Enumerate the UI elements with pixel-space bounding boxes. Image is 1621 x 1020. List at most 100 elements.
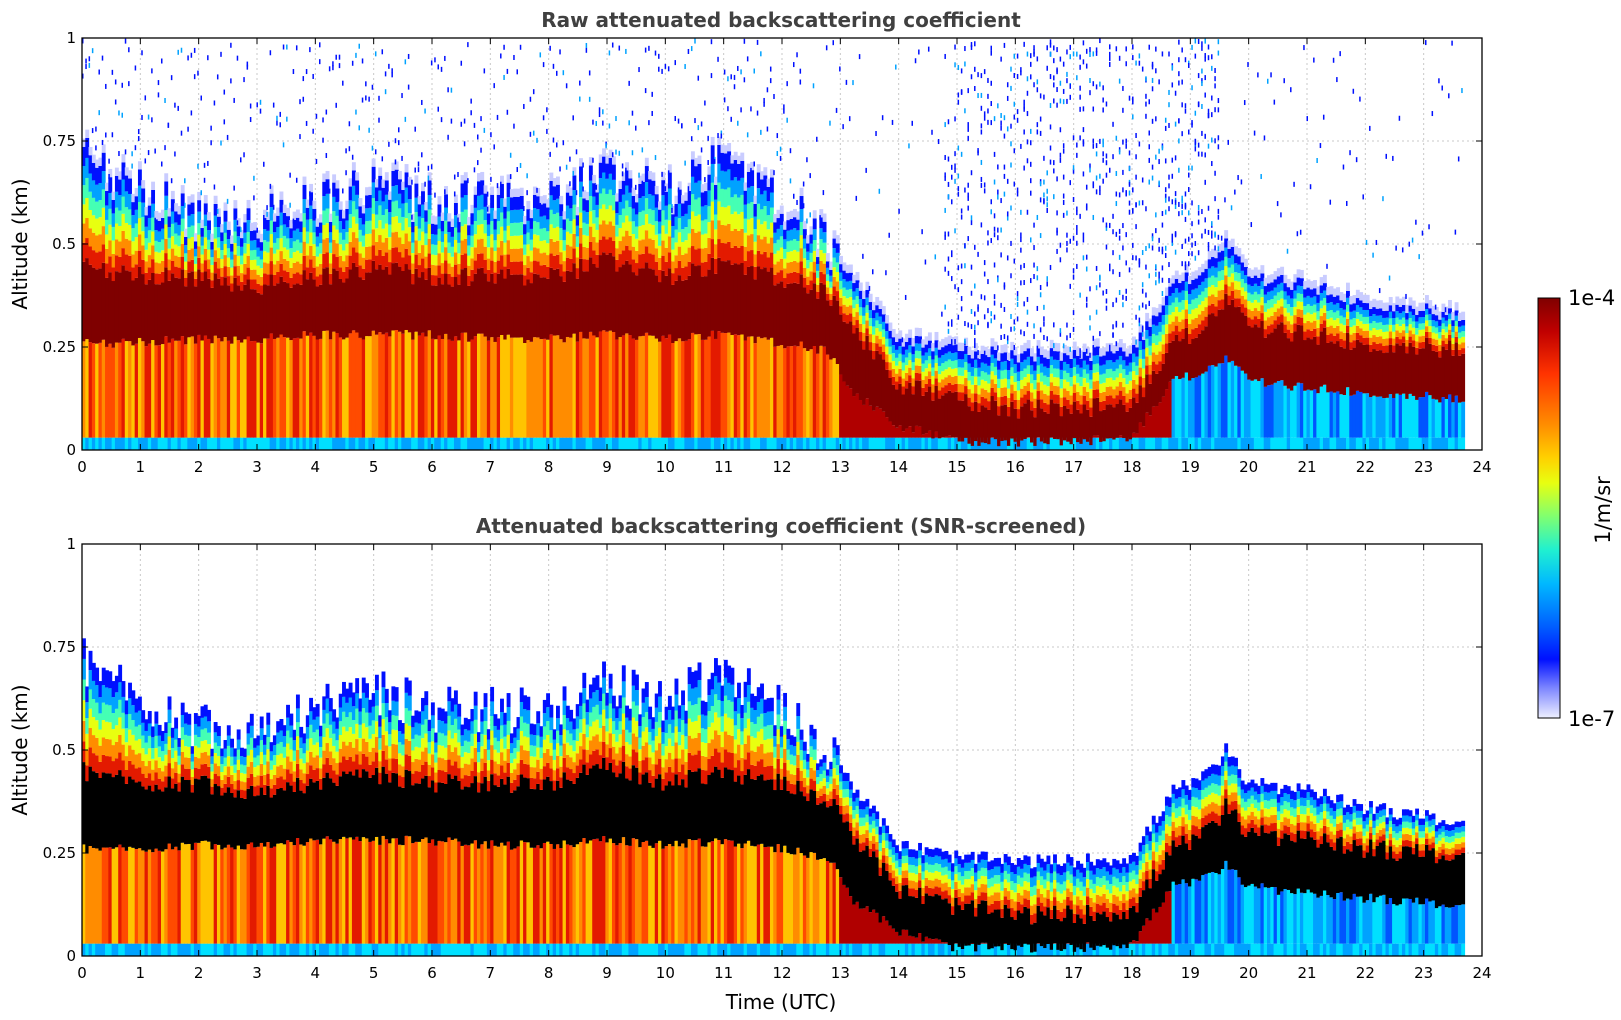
heatmap-cell <box>463 332 468 438</box>
heatmap-cell <box>184 344 188 438</box>
heatmap-cell <box>177 267 182 279</box>
heatmap-cell <box>1046 395 1051 405</box>
heatmap-cell <box>325 179 330 194</box>
heatmap-cell <box>944 393 949 437</box>
heatmap-noise <box>1168 183 1170 189</box>
heatmap-cell <box>694 266 699 335</box>
heatmap-cell <box>523 285 527 344</box>
heatmap-noise <box>355 52 357 58</box>
heatmap-cell <box>714 273 718 339</box>
heatmap-noise <box>1214 68 1216 73</box>
heatmap-cell <box>1141 377 1146 388</box>
heatmap-noise <box>1188 129 1190 135</box>
heatmap-cell <box>404 218 409 234</box>
heatmap-cell <box>1201 330 1206 374</box>
heatmap-cell <box>839 264 843 273</box>
heatmap-cell <box>355 209 360 224</box>
heatmap-noise <box>1043 321 1045 327</box>
heatmap-cell <box>1207 305 1212 315</box>
heatmap-cell <box>371 213 376 230</box>
heatmap-cell <box>862 315 867 325</box>
heatmap-noise <box>638 172 640 178</box>
heatmap-cell <box>615 213 620 225</box>
heatmap-cell <box>240 290 244 343</box>
heatmap-cell <box>312 335 317 438</box>
heatmap-cell <box>1006 406 1011 417</box>
heatmap-cell <box>579 437 583 450</box>
heatmap-cell <box>355 252 360 267</box>
heatmap-cell <box>796 211 801 220</box>
heatmap-cell <box>411 263 416 274</box>
heatmap-cell <box>249 250 254 261</box>
heatmap-cell <box>908 337 913 346</box>
heatmap-cell <box>872 410 876 438</box>
heatmap-cell <box>1099 356 1104 366</box>
heatmap-cell <box>638 183 643 199</box>
heatmap-cell <box>302 184 307 200</box>
heatmap-cell <box>1135 339 1140 348</box>
heatmap-cell <box>1267 325 1271 335</box>
heatmap-noise <box>1158 246 1160 252</box>
heatmap-cell <box>147 255 152 268</box>
heatmap-noise <box>213 184 216 190</box>
heatmap-cell <box>559 264 564 277</box>
heatmap-cell <box>1062 379 1067 389</box>
heatmap-cell <box>460 240 465 255</box>
heatmap-cell <box>424 437 429 450</box>
heatmap-cell <box>816 437 820 450</box>
heatmap-noise <box>1049 124 1052 130</box>
heatmap-cell <box>249 279 254 290</box>
heatmap-cell <box>598 208 603 225</box>
heatmap-cell <box>766 186 771 202</box>
heatmap-noise <box>1043 198 1045 204</box>
heatmap-cell <box>437 253 442 266</box>
heatmap-cell <box>1141 387 1146 398</box>
heatmap-cell <box>875 305 880 313</box>
heatmap-cell <box>233 277 238 337</box>
heatmap-cell <box>210 233 215 242</box>
heatmap-cell <box>556 176 560 185</box>
heatmap-cell <box>335 180 340 189</box>
heatmap-cell <box>1276 437 1281 450</box>
heatmap-noise <box>200 190 202 196</box>
heatmap-cell <box>394 247 399 263</box>
heatmap-cell <box>700 206 705 221</box>
heatmap-cell <box>1227 258 1232 268</box>
heatmap-noise <box>1184 57 1187 63</box>
heatmap-cell <box>812 229 817 241</box>
heatmap-cell <box>789 229 794 241</box>
heatmap-noise <box>1072 310 1075 316</box>
heatmap-cell <box>918 437 922 450</box>
heatmap-cell <box>144 249 149 262</box>
heatmap-noise <box>1161 277 1164 283</box>
heatmap-noise <box>1188 165 1190 171</box>
heatmap-noise <box>1036 56 1039 62</box>
heatmap-cell <box>1102 347 1107 356</box>
heatmap-cell <box>684 279 689 341</box>
heatmap-cell <box>85 437 90 450</box>
heatmap-cell <box>697 248 702 266</box>
heatmap-cell <box>556 226 560 241</box>
heatmap-cell <box>1257 437 1262 450</box>
heatmap-noise <box>414 126 416 132</box>
heatmap-cell <box>793 345 797 438</box>
heatmap-noise <box>1095 151 1098 157</box>
heatmap-cell <box>417 277 422 336</box>
heatmap-cell <box>579 212 583 228</box>
heatmap-cell <box>450 236 455 247</box>
heatmap-cell <box>1161 344 1166 354</box>
heatmap-cell <box>1095 372 1100 381</box>
heatmap-cell <box>684 266 689 280</box>
heatmap-cell <box>539 265 544 278</box>
heatmap-cell <box>1000 437 1005 450</box>
heatmap-cell <box>460 197 465 212</box>
heatmap-cell <box>407 176 412 186</box>
heatmap-cell <box>671 214 676 227</box>
heatmap-cell <box>98 165 103 183</box>
heatmap-cell <box>493 272 498 284</box>
heatmap-noise <box>1039 284 1042 290</box>
heatmap-cell <box>226 239 231 249</box>
heatmap-cell <box>1243 299 1248 308</box>
heatmap-cell <box>654 207 659 222</box>
heatmap-noise <box>1033 51 1035 57</box>
